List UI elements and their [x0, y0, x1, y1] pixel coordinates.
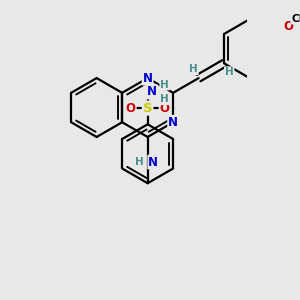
Text: N: N	[142, 72, 153, 85]
Text: O: O	[126, 102, 136, 115]
Text: H: H	[160, 94, 169, 104]
Text: N: N	[168, 116, 178, 129]
Text: H: H	[160, 80, 169, 90]
Text: H: H	[135, 157, 144, 167]
Text: H: H	[225, 67, 234, 77]
Text: O: O	[284, 20, 293, 33]
Text: S: S	[143, 102, 152, 115]
Text: N: N	[147, 85, 157, 98]
Text: H: H	[189, 64, 198, 74]
Text: O: O	[160, 102, 170, 115]
Text: CH₃: CH₃	[291, 14, 300, 24]
Text: N: N	[148, 155, 158, 169]
